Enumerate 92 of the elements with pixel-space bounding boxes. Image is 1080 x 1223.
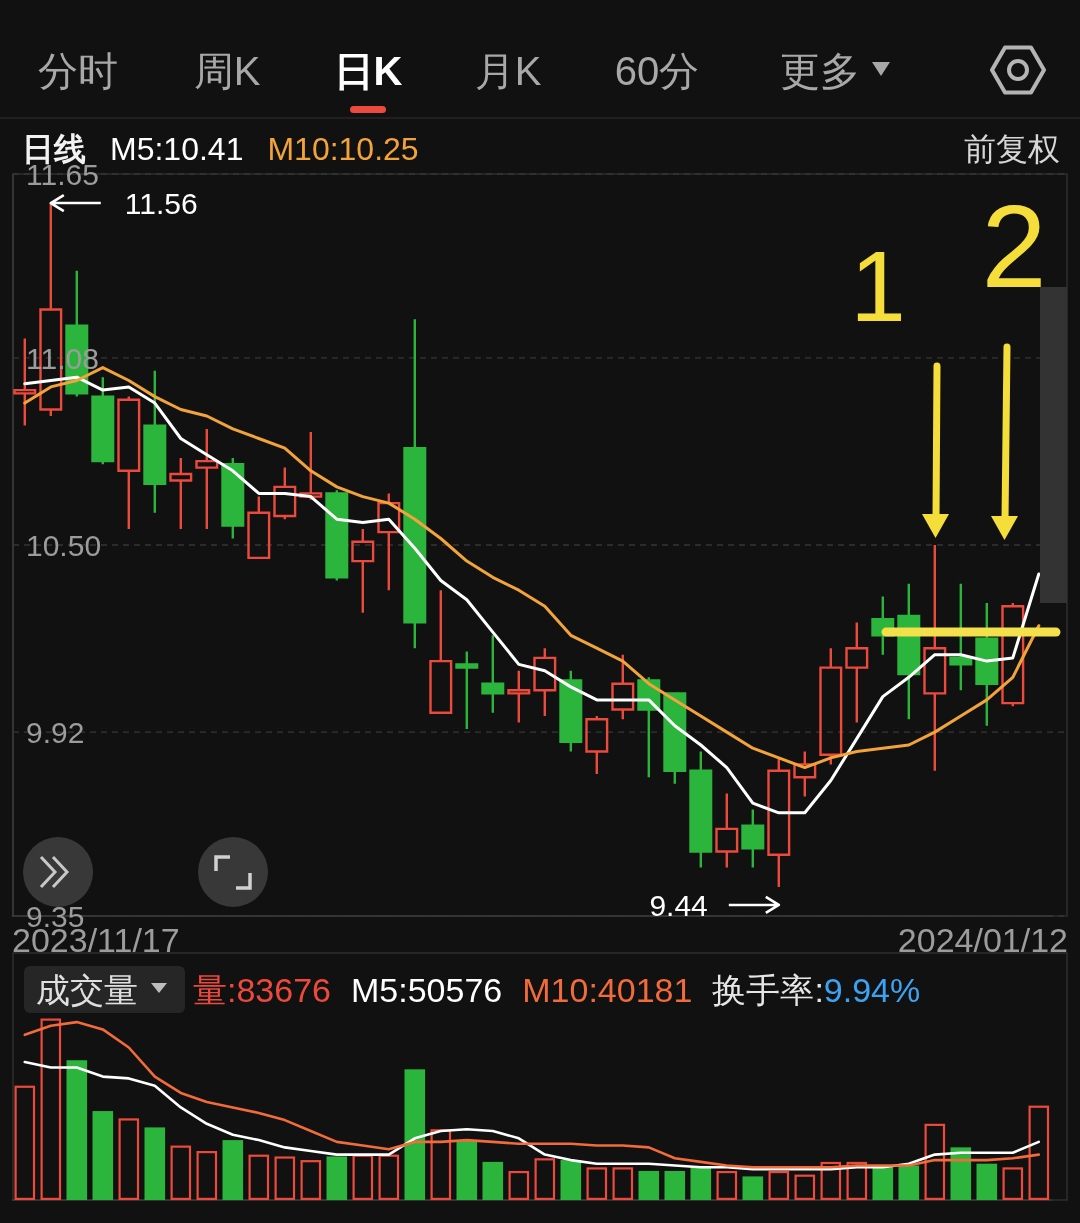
bar [352,1154,374,1200]
bar [664,1170,686,1200]
candlestick [767,756,791,889]
bar [404,1069,426,1200]
candlestick [1001,601,1025,708]
text: 更多 [780,49,860,93]
candlestick [533,647,557,718]
bar [92,1111,114,1200]
text: 月K [474,49,542,93]
candlestick [559,669,583,753]
bar [378,1154,400,1200]
candlestick [455,650,479,731]
annotation: 1 [850,230,906,342]
bar [560,1160,582,1200]
bar [456,1140,478,1200]
bar [248,1154,270,1200]
text: 量:83676 [193,971,331,1009]
bar [612,1167,634,1200]
candlestick [247,495,271,560]
text: 日K [333,49,403,93]
annotation: 9.44 [649,888,708,922]
bar [820,1161,842,1200]
candlestick [715,792,739,869]
candlestick [91,376,115,466]
candlestick [429,589,453,714]
bar [638,1170,660,1200]
candlestick [689,750,713,869]
candlestick [143,369,167,514]
candlestick [507,669,531,724]
text: 前复权 [964,131,1060,167]
candlestick [949,582,973,692]
y-tick-label: 9.92 [26,715,85,749]
bar [1028,1105,1050,1200]
bar [170,1145,192,1200]
text: M5:50576 [351,971,503,1009]
candlestick [273,466,297,521]
bar [846,1161,868,1200]
candlestick [117,395,141,531]
bar [40,1018,62,1200]
bar [66,1060,88,1200]
candlestick [741,808,765,869]
text: 2024/01/12 [897,921,1068,959]
y-tick-label: 10.50 [26,528,102,562]
bar [482,1161,504,1201]
candlestick [975,601,999,727]
bar [768,1170,790,1200]
bar [794,1174,816,1200]
candlestick [403,318,427,650]
bar [1002,1167,1024,1200]
text: 9.94% [823,971,921,1009]
candlestick [845,621,869,724]
text: 分时 [38,49,118,93]
bar [118,1118,140,1201]
bar [950,1147,972,1200]
text: 60分 [614,49,700,93]
bar [924,1123,946,1200]
text: 换手率: [712,971,824,1009]
candlestick [195,427,219,531]
bar [508,1170,530,1200]
candlestick [481,634,505,714]
candlestick [585,714,609,776]
bar [586,1167,608,1200]
bar [300,1160,322,1200]
bar [274,1156,296,1200]
bar [742,1176,764,1201]
chart-title: 成交量 [36,971,138,1009]
bar [716,1170,738,1200]
text: 周K [193,49,261,93]
annotation: 11.56 [124,187,198,221]
bar [14,1085,36,1201]
bar [196,1150,218,1200]
candlestick [611,653,635,721]
candlestick [169,456,193,531]
candlestick [325,489,349,582]
bar [222,1140,244,1200]
bar [690,1167,712,1200]
candlestick [221,456,245,540]
bar [898,1165,920,1200]
bar [430,1129,452,1200]
candlestick [819,647,843,766]
annotation: 2 [981,181,1047,312]
bar [976,1163,998,1200]
bar [144,1127,166,1200]
text: M5:10.41 [110,131,244,167]
candlestick [377,492,401,592]
candlestick [351,527,375,614]
text: M10:10.25 [267,131,419,167]
candlestick [923,543,947,772]
candlestick [793,750,817,798]
text: M10:40181 [522,971,693,1009]
bar [326,1156,348,1200]
bar [534,1158,556,1200]
